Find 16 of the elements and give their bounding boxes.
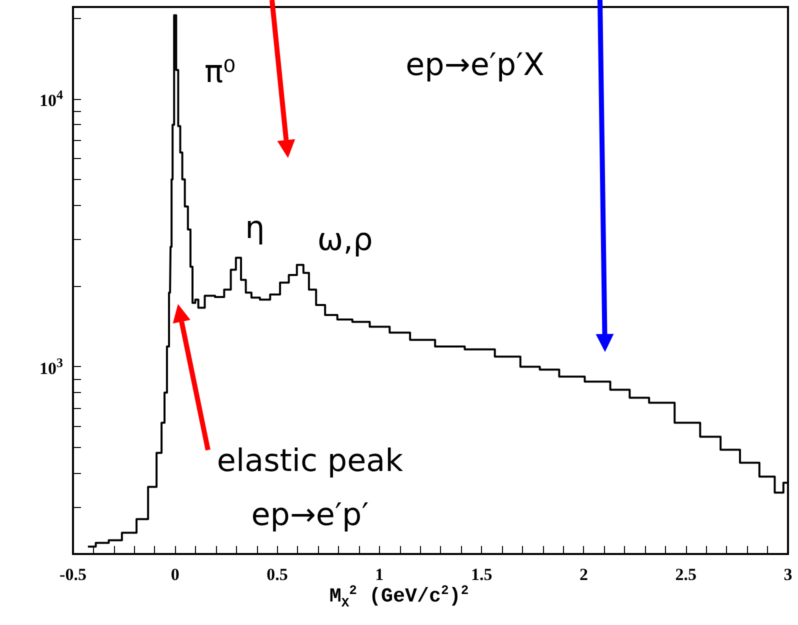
x-tick-label: 1.5 xyxy=(470,565,492,584)
x-tick-label: 0 xyxy=(170,565,180,584)
x-tick-label: 2.5 xyxy=(675,565,696,584)
x-tick-label: 2 xyxy=(579,565,588,584)
x-tick-label: 0.5 xyxy=(266,565,288,584)
y-tick-label: 10$^{4}$ xyxy=(40,86,63,111)
y-tick-label: 10$^{3}$ xyxy=(40,354,63,379)
annotation: η xyxy=(245,209,265,248)
x-tick-label: 3 xyxy=(784,565,792,584)
annotation: elastic peak ep→e′p′ xyxy=(216,442,404,535)
x-axis-title: M$_{X}$$^{2}$ (GeV/c$^{2}$)$^{2}$ xyxy=(328,583,470,611)
x-tick-label: -0.5 xyxy=(60,565,86,584)
x-tick-label: 1 xyxy=(375,565,384,584)
annotation: ep→e′p′X xyxy=(406,46,544,85)
annotation: π⁰ xyxy=(204,53,236,92)
annotation: ω,ρ xyxy=(317,221,373,260)
